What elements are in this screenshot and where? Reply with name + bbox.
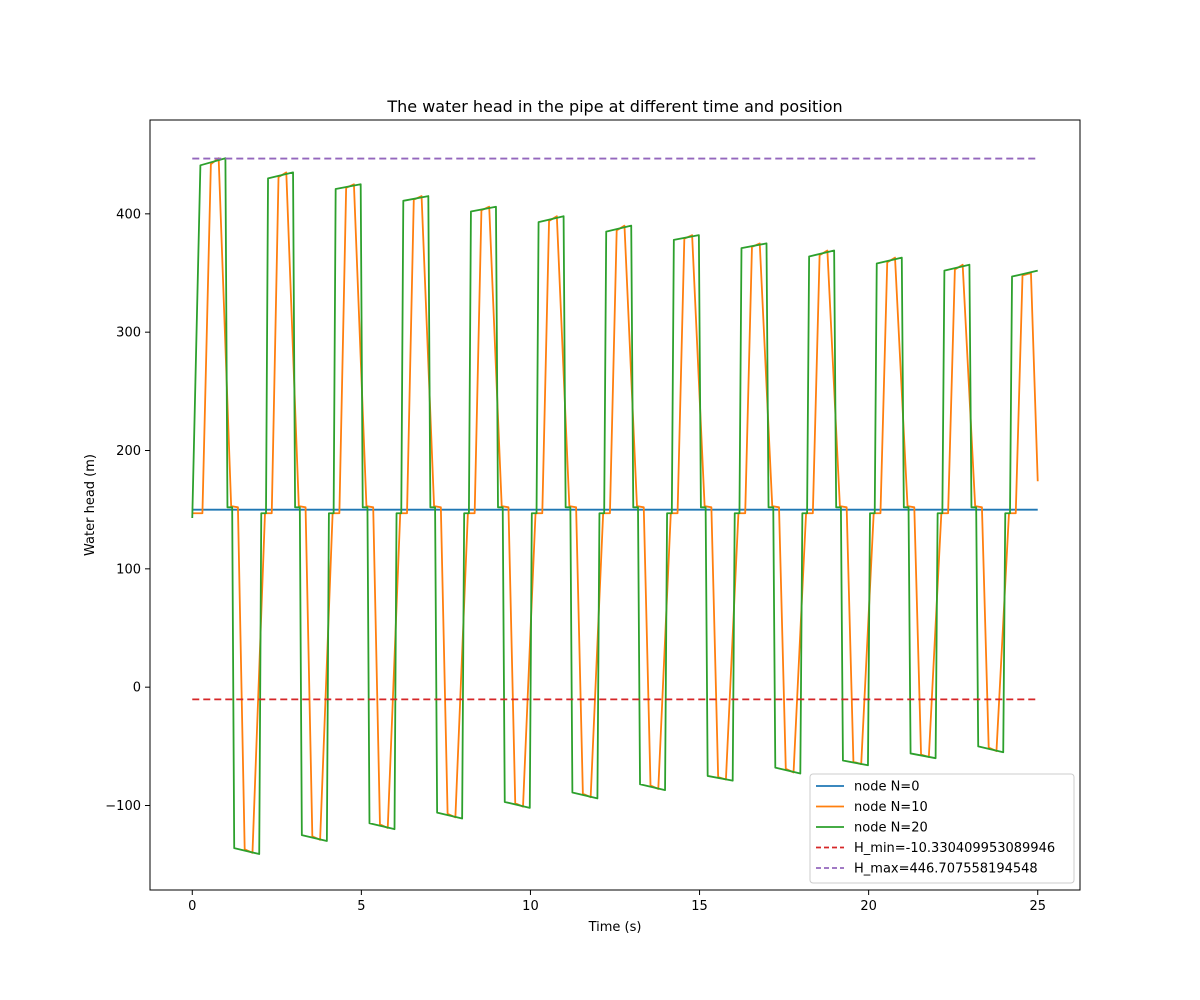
legend-label-4: H_max=446.707558194548 xyxy=(854,862,1038,877)
y-tick-label: 0 xyxy=(133,681,141,696)
x-tick-label: 10 xyxy=(522,899,539,914)
legend-box xyxy=(809,773,1075,884)
x-tick-label: 25 xyxy=(1029,899,1046,914)
legend-entries: node N=0 node N=10 node N=20 H_min=-10.3304… xyxy=(816,780,1055,877)
x-tick-label: 0 xyxy=(188,899,196,914)
legend-label-3: H_min=-10.330409953089946 xyxy=(854,841,1055,856)
plot-frame xyxy=(149,119,1081,891)
series-line-2 xyxy=(191,157,1038,855)
legend-label-2: node N=20 xyxy=(854,821,928,836)
y-tick-label: 300 xyxy=(116,326,141,341)
x-tick-label: 15 xyxy=(691,899,708,914)
x-tick-label: 5 xyxy=(357,899,365,914)
y-tick-label: 200 xyxy=(116,444,141,459)
series-line-1 xyxy=(192,157,1039,854)
x-tick-label: 20 xyxy=(860,899,877,914)
legend: node N=0 node N=10 node N=20 H_min=-10.3304… xyxy=(809,773,1075,884)
legend-label-0: node N=0 xyxy=(854,780,919,795)
series-layer xyxy=(191,157,1039,855)
y-tick-label: 400 xyxy=(116,207,141,222)
legend-label-1: node N=10 xyxy=(854,800,928,815)
y-axis-label: Water head (m) xyxy=(83,454,98,556)
y-axis: −100 0 100 200 300 400 xyxy=(105,207,150,814)
y-tick-label: 100 xyxy=(116,562,141,577)
x-axis: 0 5 10 15 20 25 xyxy=(188,890,1046,914)
x-axis-label: Time (s) xyxy=(588,920,642,935)
y-tick-label: −100 xyxy=(105,799,141,814)
chart-title: The water head in the pipe at different … xyxy=(386,97,842,116)
